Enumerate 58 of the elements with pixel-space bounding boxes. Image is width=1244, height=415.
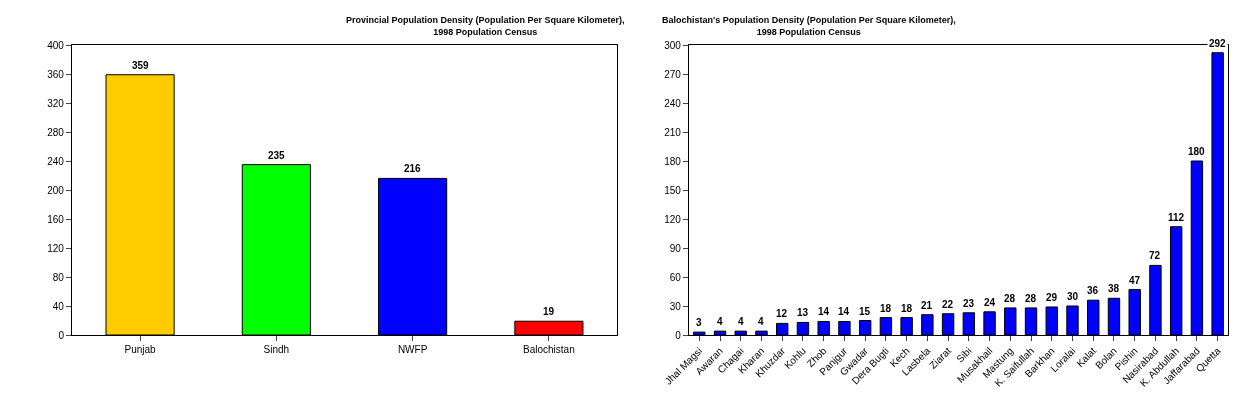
y-tick-label: 30 [669,300,682,312]
data-label: 36 [1087,285,1099,296]
data-label: 47 [1129,275,1141,286]
data-label: 24 [984,297,996,308]
data-label: 112 [1168,212,1185,223]
y-tick-label: 120 [664,213,682,225]
y-tick-label: 0 [58,329,65,341]
chart-title: Balochistan's Population Density (Population Per Square Kilometer), 1998 Population Census [662,15,956,37]
data-label: 22 [942,299,954,310]
y-tick-label: 320 [47,97,65,109]
data-label: 18 [880,303,892,314]
data-label: 292 [1209,38,1227,49]
y-tick-label: 60 [669,271,682,283]
data-label: 19 [543,306,555,317]
x-tick-label: NWFP [397,344,428,355]
data-label: 15 [859,306,871,317]
y-tick-label: 240 [664,97,682,109]
y-tick-label: 400 [47,39,65,51]
y-tick-label: 40 [52,300,65,312]
data-label: 18 [901,303,913,314]
x-tick-label: Sindh [263,344,290,355]
y-tick-label: 160 [47,213,65,225]
data-label: 28 [1004,293,1016,304]
data-label: 235 [268,150,286,161]
y-tick-label: 200 [47,184,65,196]
data-label: 4 [717,316,723,327]
data-label: 30 [1067,291,1079,302]
y-tick-label: 210 [664,126,682,138]
data-label: 23 [963,298,975,309]
y-tick-label: 280 [47,126,65,138]
data-label: 12 [776,308,788,319]
data-label: 3 [696,317,702,328]
data-label: 180 [1188,146,1206,157]
y-tick-label: 240 [47,155,65,167]
data-label: 4 [738,316,744,327]
y-tick-label: 0 [675,329,682,341]
data-label: 359 [132,60,150,71]
data-label: 14 [818,306,830,317]
data-label: 21 [921,300,933,311]
y-tick-label: 80 [52,271,65,283]
x-tick-label: Punjab [124,344,157,355]
data-label: 4 [758,316,764,327]
y-tick-label: 270 [664,68,682,80]
x-tick-label: Balochistan [523,344,575,355]
y-tick-label: 360 [47,68,65,80]
data-label: 28 [1025,293,1037,304]
y-tick-label: 120 [47,242,65,254]
y-tick-label: 90 [669,242,682,254]
data-label: 38 [1108,283,1120,294]
y-tick-label: 180 [664,155,682,167]
data-label: 13 [797,307,809,318]
y-tick-label: 150 [664,184,682,196]
chart-title: Provincial Population Density (Population Per Square Kilometer), 1998 Population Census [346,15,625,37]
data-label: 216 [404,163,422,174]
data-label: 29 [1046,292,1058,303]
data-label: 72 [1149,250,1161,261]
data-label: 14 [838,306,850,317]
y-tick-label: 300 [664,39,682,51]
